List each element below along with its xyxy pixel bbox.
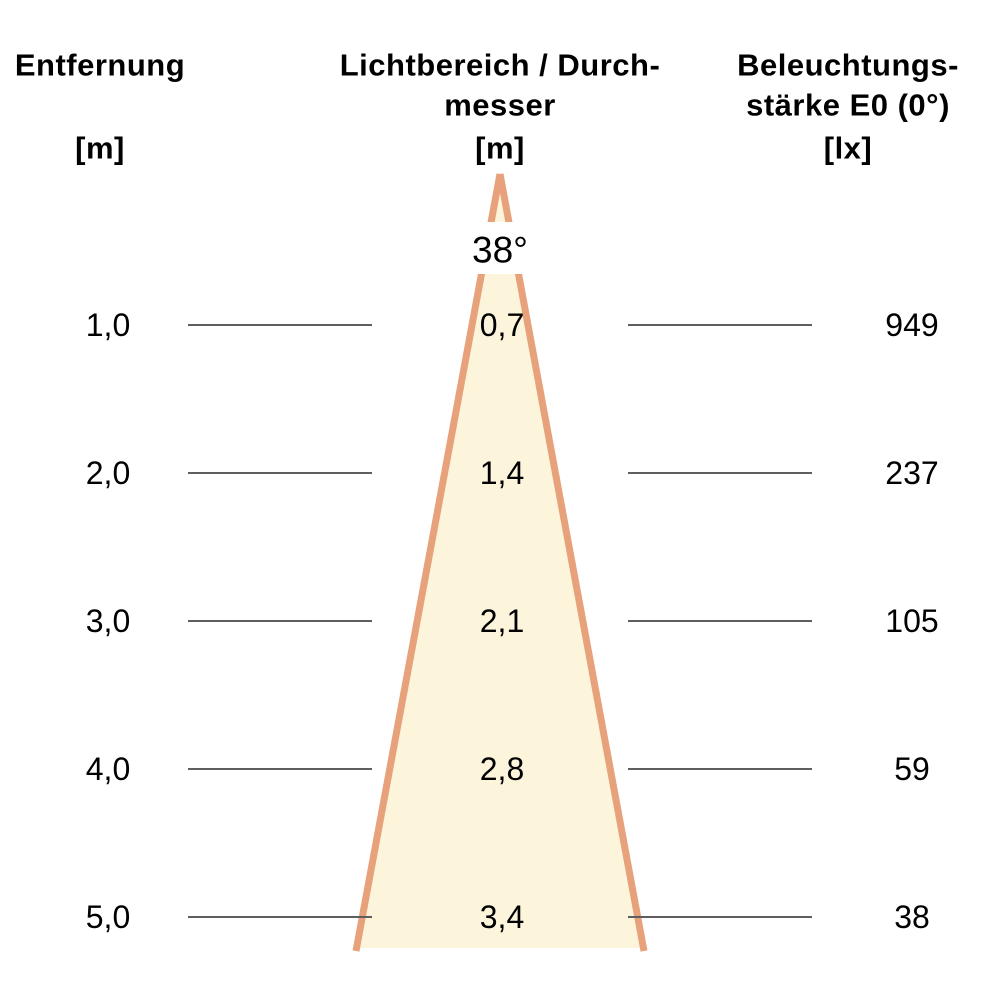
diameter-value-2: 1,4 [479,455,525,491]
column-header-illuminance-line2: stärke E0 (0°) [746,87,950,123]
column-header-diameter-line2: messer [444,87,556,123]
column-unit-illuminance: [lx] [823,130,873,166]
illuminance-value-2: 237 [885,455,939,491]
cone-right-edge [496,173,648,952]
cone-left-edge [352,173,504,952]
distance-value-1: 1,0 [85,307,131,343]
distance-value-2: 2,0 [85,455,131,491]
beam-angle-label: 38° [472,229,528,271]
illuminance-value-5: 38 [894,899,930,935]
illuminance-value-3: 105 [885,603,939,639]
illuminance-value-4: 59 [894,751,930,787]
column-header-diameter-line1: Lichtbereich / Durch- [339,47,661,83]
column-header-distance: Entfernung [14,47,186,83]
diameter-value-3: 2,1 [479,603,525,639]
light-cone-fill [356,174,644,948]
angle-label-backdrop [430,222,570,274]
distance-value-3: 3,0 [85,603,131,639]
diameter-value-1: 0,7 [479,307,525,343]
column-unit-distance: [m] [75,130,125,166]
illuminance-value-1: 949 [885,307,939,343]
diameter-value-5: 3,4 [479,899,525,935]
distance-value-5: 5,0 [85,899,131,935]
column-unit-diameter: [m] [475,130,525,166]
column-header-illuminance-line1: Beleuchtungs- [737,47,959,83]
distance-value-4: 4,0 [85,751,131,787]
diameter-value-4: 2,8 [479,751,525,787]
